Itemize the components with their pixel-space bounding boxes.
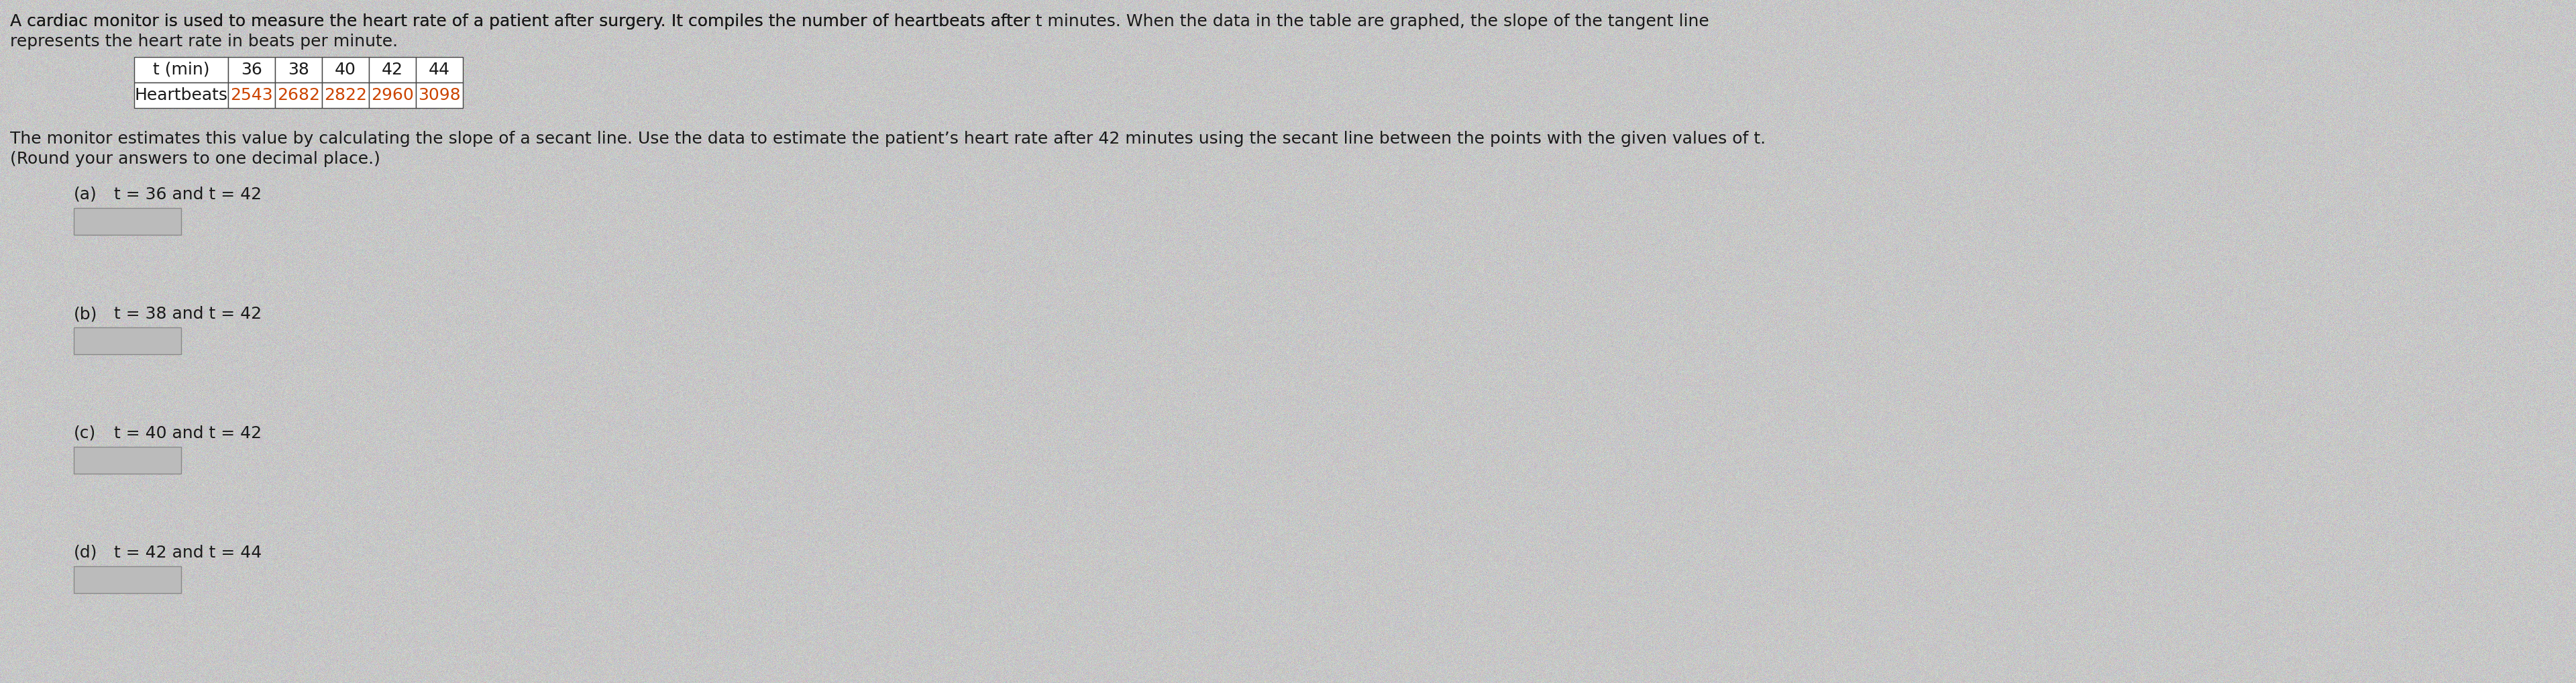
Text: (d): (d) <box>75 545 98 561</box>
Text: (c): (c) <box>75 426 95 441</box>
Text: 42: 42 <box>381 61 404 78</box>
Text: t = 36 and t = 42: t = 36 and t = 42 <box>113 186 263 203</box>
Bar <box>134 57 229 83</box>
Bar <box>322 83 368 108</box>
Text: The monitor estimates this value by calculating the slope of a secant line. Use : The monitor estimates this value by calc… <box>10 131 1765 147</box>
Bar <box>322 57 368 83</box>
Text: 44: 44 <box>428 61 451 78</box>
Text: t = 42 and t = 44: t = 42 and t = 44 <box>113 545 263 561</box>
Bar <box>368 57 415 83</box>
Bar <box>75 447 180 474</box>
Text: 3098: 3098 <box>417 87 461 103</box>
Text: 2822: 2822 <box>325 87 366 103</box>
Text: 40: 40 <box>335 61 355 78</box>
Text: 2682: 2682 <box>278 87 319 103</box>
Bar <box>415 83 464 108</box>
Text: (Round your answers to one decimal place.): (Round your answers to one decimal place… <box>10 151 381 167</box>
Text: Heartbeats: Heartbeats <box>134 87 227 103</box>
Text: t = 40 and t = 42: t = 40 and t = 42 <box>113 426 263 441</box>
Text: represents the heart rate in beats per minute.: represents the heart rate in beats per m… <box>10 33 397 50</box>
Bar <box>229 57 276 83</box>
Text: 2960: 2960 <box>371 87 415 103</box>
Text: (b): (b) <box>75 306 98 322</box>
Bar <box>75 327 180 354</box>
Bar <box>134 83 229 108</box>
Text: 2543: 2543 <box>229 87 273 103</box>
Text: (a): (a) <box>75 186 98 203</box>
Text: A cardiac monitor is used to measure the heart rate of a patient after surgery. : A cardiac monitor is used to measure the… <box>10 14 1036 29</box>
Bar <box>415 57 464 83</box>
Text: A cardiac monitor is used to measure the heart rate of a patient after surgery. : A cardiac monitor is used to measure the… <box>10 14 1708 29</box>
Bar <box>75 566 180 593</box>
Bar <box>229 83 276 108</box>
Bar <box>75 208 180 235</box>
Text: A cardiac monitor is used to measure the heart rate of a patient after surgery. : A cardiac monitor is used to measure the… <box>10 14 1036 29</box>
Bar <box>368 83 415 108</box>
Text: 36: 36 <box>242 61 263 78</box>
Bar <box>276 57 322 83</box>
Text: t (min): t (min) <box>152 61 209 78</box>
Text: t = 38 and t = 42: t = 38 and t = 42 <box>113 306 263 322</box>
Text: 38: 38 <box>289 61 309 78</box>
Bar <box>276 83 322 108</box>
